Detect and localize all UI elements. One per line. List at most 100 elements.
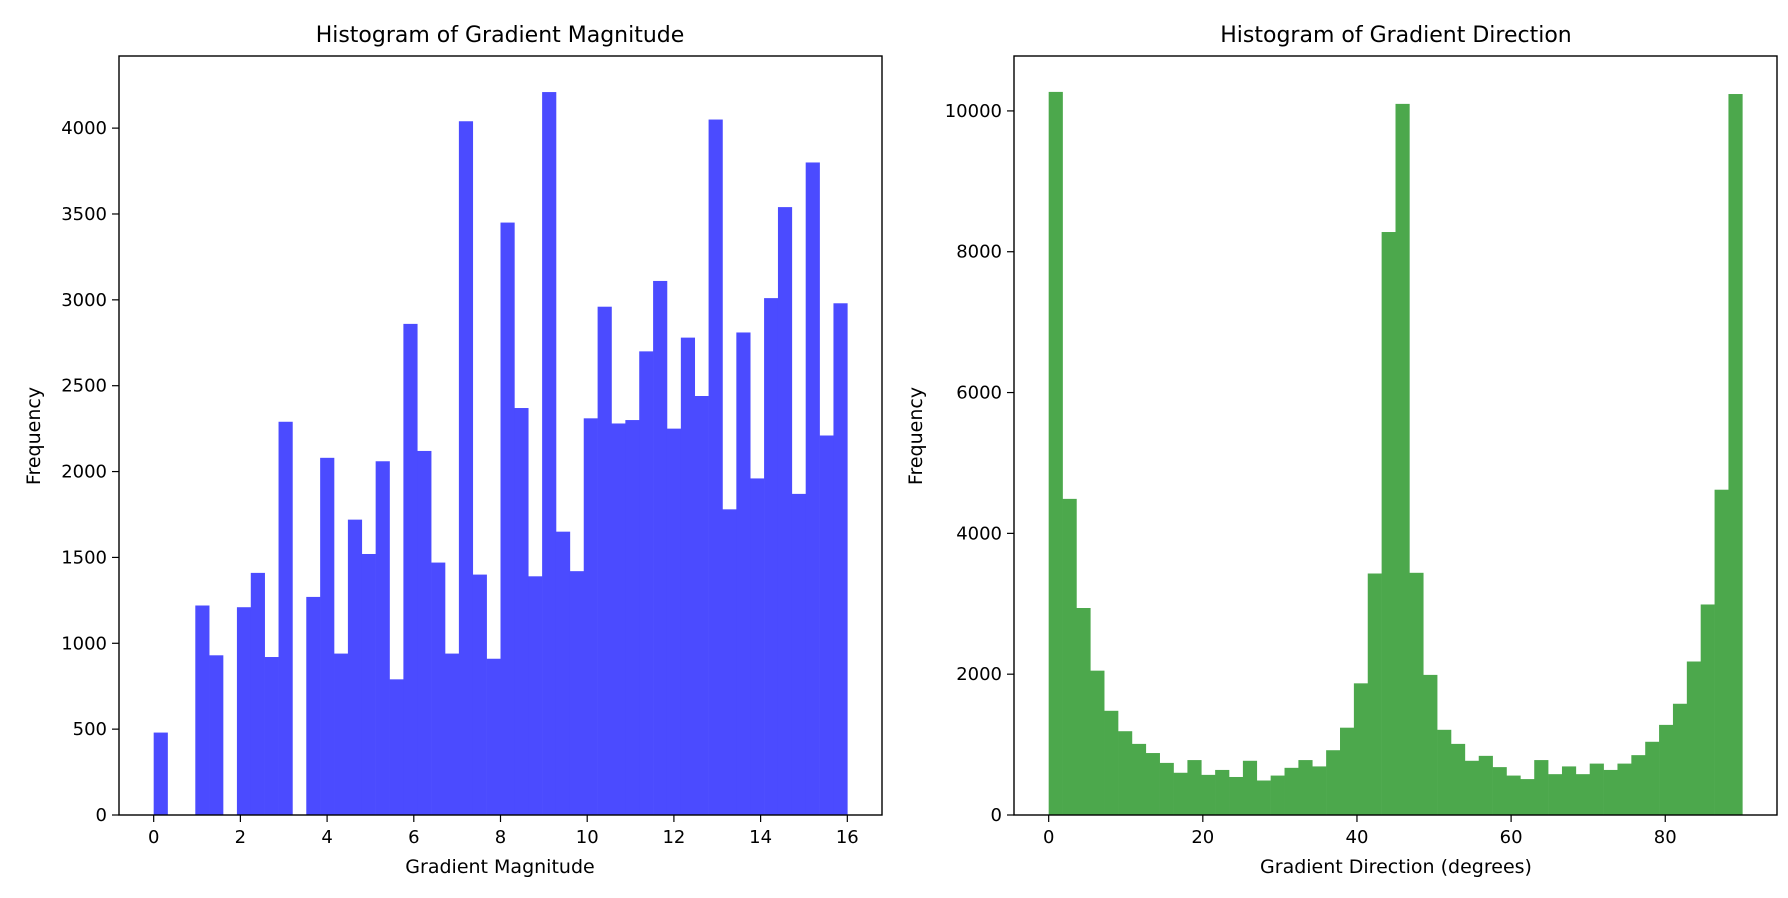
magnitude-histogram-bar: [500, 222, 515, 815]
direction-y-tick-label: 0: [991, 805, 1002, 826]
direction-histogram-bar: [1589, 763, 1604, 815]
direction-y-ticks: 0 2000 4000 6000 8000 10000: [945, 101, 1014, 826]
magnitude-histogram-bar: [569, 571, 585, 815]
direction-histogram-bar: [1159, 762, 1174, 815]
magnitude-histogram-bar: [583, 418, 598, 815]
direction-histogram-bar: [1700, 604, 1715, 815]
direction-plot-frame: [1013, 55, 1778, 816]
magnitude-histogram-bar: [445, 653, 460, 815]
magnitude-y-tick-label: 3000: [61, 290, 107, 311]
direction-histogram-bar: [1381, 232, 1396, 815]
magnitude-histogram-bar: [764, 298, 779, 815]
magnitude-histogram-bar: [195, 605, 210, 815]
magnitude-histogram-bar: [805, 162, 820, 816]
magnitude-histogram-bar: [153, 732, 168, 815]
magnitude-x-tick-label: 10: [576, 827, 599, 848]
direction-histogram-bar: [1437, 729, 1452, 815]
direction-histogram-bar: [1686, 661, 1701, 815]
direction-histogram-bar: [1575, 774, 1591, 815]
magnitude-x-tick-label: 16: [836, 827, 859, 848]
direction-histogram-bar: [1270, 775, 1285, 815]
magnitude-histogram-bar: [250, 572, 265, 815]
magnitude-histogram-bar: [431, 562, 446, 815]
direction-histogram-bar: [1076, 608, 1091, 815]
direction-histogram-bar: [1312, 766, 1327, 815]
magnitude-histogram-bar: [278, 421, 293, 815]
magnitude-y-tick-label: 3500: [61, 204, 107, 225]
magnitude-y-tick-label: 4000: [61, 118, 107, 139]
direction-histogram-bar: [1631, 755, 1646, 815]
direction-histogram-bar: [1187, 760, 1202, 815]
direction-histogram-bar: [1215, 769, 1230, 815]
magnitude-histogram-bar: [653, 280, 668, 815]
direction-histogram-bar: [1242, 760, 1258, 815]
magnitude-histogram-bar: [625, 420, 640, 815]
direction-histogram-bar: [1229, 776, 1244, 815]
magnitude-histogram-bar: [514, 408, 529, 815]
magnitude-y-tick-label: 0: [96, 805, 107, 826]
magnitude-x-tick-label: 6: [408, 827, 419, 848]
direction-histogram-bar: [1506, 775, 1521, 815]
direction-histogram-bar: [1617, 763, 1632, 815]
magnitude-y-axis-label: Frequency: [23, 387, 45, 485]
magnitude-histogram-bar: [639, 351, 654, 815]
direction-histogram-bar: [1048, 91, 1063, 815]
direction-y-tick-label: 4000: [956, 523, 1002, 544]
direction-histogram-bar: [1464, 760, 1480, 815]
magnitude-x-tick-label: 8: [495, 827, 506, 848]
magnitude-histogram-bar: [334, 653, 349, 815]
direction-histogram-bar: [1409, 572, 1424, 815]
direction-histogram-bar: [1062, 498, 1077, 815]
magnitude-chart: 0 2 4 6 8 10 12 14 16 0 500 1000 1500 2000 2500 3000 35…: [23, 23, 883, 878]
direction-histogram-bar: [1298, 760, 1313, 815]
magnitude-histogram-bar: [264, 657, 279, 815]
direction-histogram-bar: [1090, 670, 1105, 815]
direction-histogram-bar: [1256, 780, 1271, 815]
magnitude-histogram-bar: [542, 92, 557, 815]
magnitude-y-ticks: 0 500 1000 1500 2000 2500 3000 3500 4000: [61, 118, 119, 826]
magnitude-histogram-bar: [403, 323, 418, 815]
magnitude-histogram-bar: [236, 607, 252, 815]
magnitude-histogram-bar: [611, 423, 626, 815]
direction-histogram-bar: [1478, 755, 1493, 815]
direction-histogram-bar: [1659, 724, 1674, 815]
direction-histogram-bar: [1367, 573, 1382, 815]
magnitude-histogram-bar: [347, 519, 363, 815]
direction-x-axis-label: Gradient Direction (degrees): [1260, 856, 1532, 878]
magnitude-histogram-bar: [375, 461, 390, 815]
direction-histogram-bar: [1728, 94, 1743, 815]
direction-histogram-bar: [1561, 766, 1577, 815]
magnitude-x-tick-label: 14: [749, 827, 772, 848]
magnitude-histogram-bar: [722, 509, 737, 815]
direction-histogram-bar: [1520, 779, 1535, 815]
magnitude-x-ticks: 0 2 4 6 8 10 12 14 16: [148, 815, 859, 848]
direction-histogram-bar: [1534, 760, 1549, 815]
magnitude-x-tick-label: 12: [662, 827, 685, 848]
direction-histogram-bar: [1672, 703, 1688, 815]
direction-y-tick-label: 2000: [956, 664, 1002, 685]
magnitude-y-tick-label: 2000: [61, 462, 107, 483]
direction-histogram-bar: [1645, 741, 1660, 815]
magnitude-histogram-bar: [680, 337, 696, 815]
magnitude-histogram-bar: [555, 531, 571, 815]
magnitude-y-tick-label: 500: [73, 719, 107, 740]
magnitude-y-tick-label: 1500: [61, 547, 107, 568]
magnitude-x-axis-label: Gradient Magnitude: [405, 856, 594, 878]
direction-x-tick-label: 20: [1191, 827, 1214, 848]
magnitude-histogram-bar: [819, 435, 834, 815]
direction-y-tick-label: 8000: [956, 242, 1002, 263]
direction-histogram-bar: [1145, 753, 1160, 815]
magnitude-histogram-bar: [666, 428, 682, 815]
direction-x-tick-label: 60: [1500, 827, 1523, 848]
magnitude-histogram-bar: [528, 576, 543, 815]
magnitude-histogram-bar: [750, 478, 765, 815]
direction-histogram-bar: [1450, 743, 1466, 815]
direction-histogram-bar: [1284, 767, 1299, 815]
direction-histogram-bar: [1201, 774, 1216, 815]
direction-histogram-bar: [1492, 767, 1507, 815]
magnitude-bars: [153, 92, 848, 816]
direction-y-tick-label: 10000: [945, 101, 1002, 122]
magnitude-y-tick-label: 1000: [61, 633, 107, 654]
magnitude-y-tick-label: 2500: [61, 376, 107, 397]
direction-x-tick-label: 0: [1043, 827, 1054, 848]
